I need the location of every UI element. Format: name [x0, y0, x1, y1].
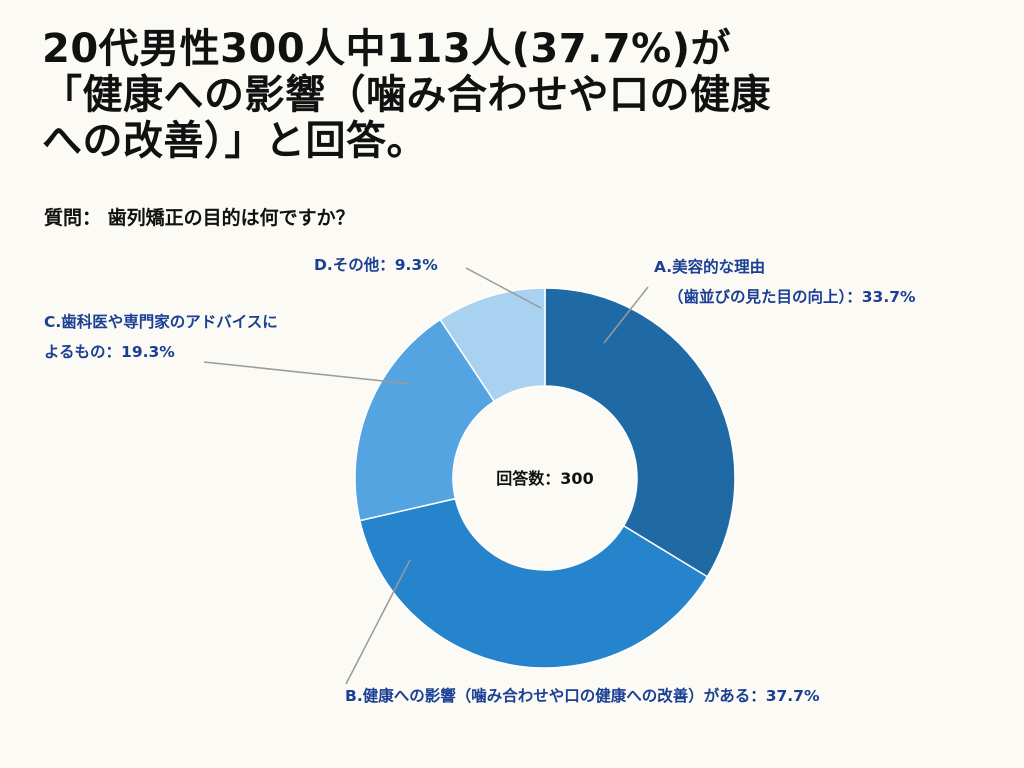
- question-line: 質問： 歯列矯正の目的は何ですか？: [44, 203, 355, 230]
- leader-line-a: [603, 286, 649, 344]
- headline: 20代男性300人中113人(37.7%)が 「健康への影響（噛み合わせや口の健…: [42, 26, 771, 164]
- slice-label-b: B.健康への影響（噛み合わせや口の健康への改善）がある：37.7%: [345, 686, 820, 705]
- slice-label-c: C.歯科医や専門家のアドバイスによるもの：19.3%: [44, 312, 278, 361]
- center-label: 回答数：300: [496, 469, 593, 488]
- slice-d: [439, 287, 546, 403]
- leader-line-d: [465, 267, 542, 309]
- question-label: 質問：: [44, 207, 102, 229]
- slice-b: [358, 497, 709, 669]
- slice-label-a: A.美容的な理由（歯並びの見た目の向上）：33.7%: [654, 257, 916, 306]
- question-text: 歯列矯正の目的は何ですか？: [107, 207, 355, 229]
- slice-c: [354, 318, 496, 522]
- slice-a: [544, 287, 736, 578]
- leader-line-b: [345, 559, 411, 685]
- leader-line-c: [203, 361, 412, 385]
- slice-label-d: D.その他：9.3%: [314, 255, 438, 274]
